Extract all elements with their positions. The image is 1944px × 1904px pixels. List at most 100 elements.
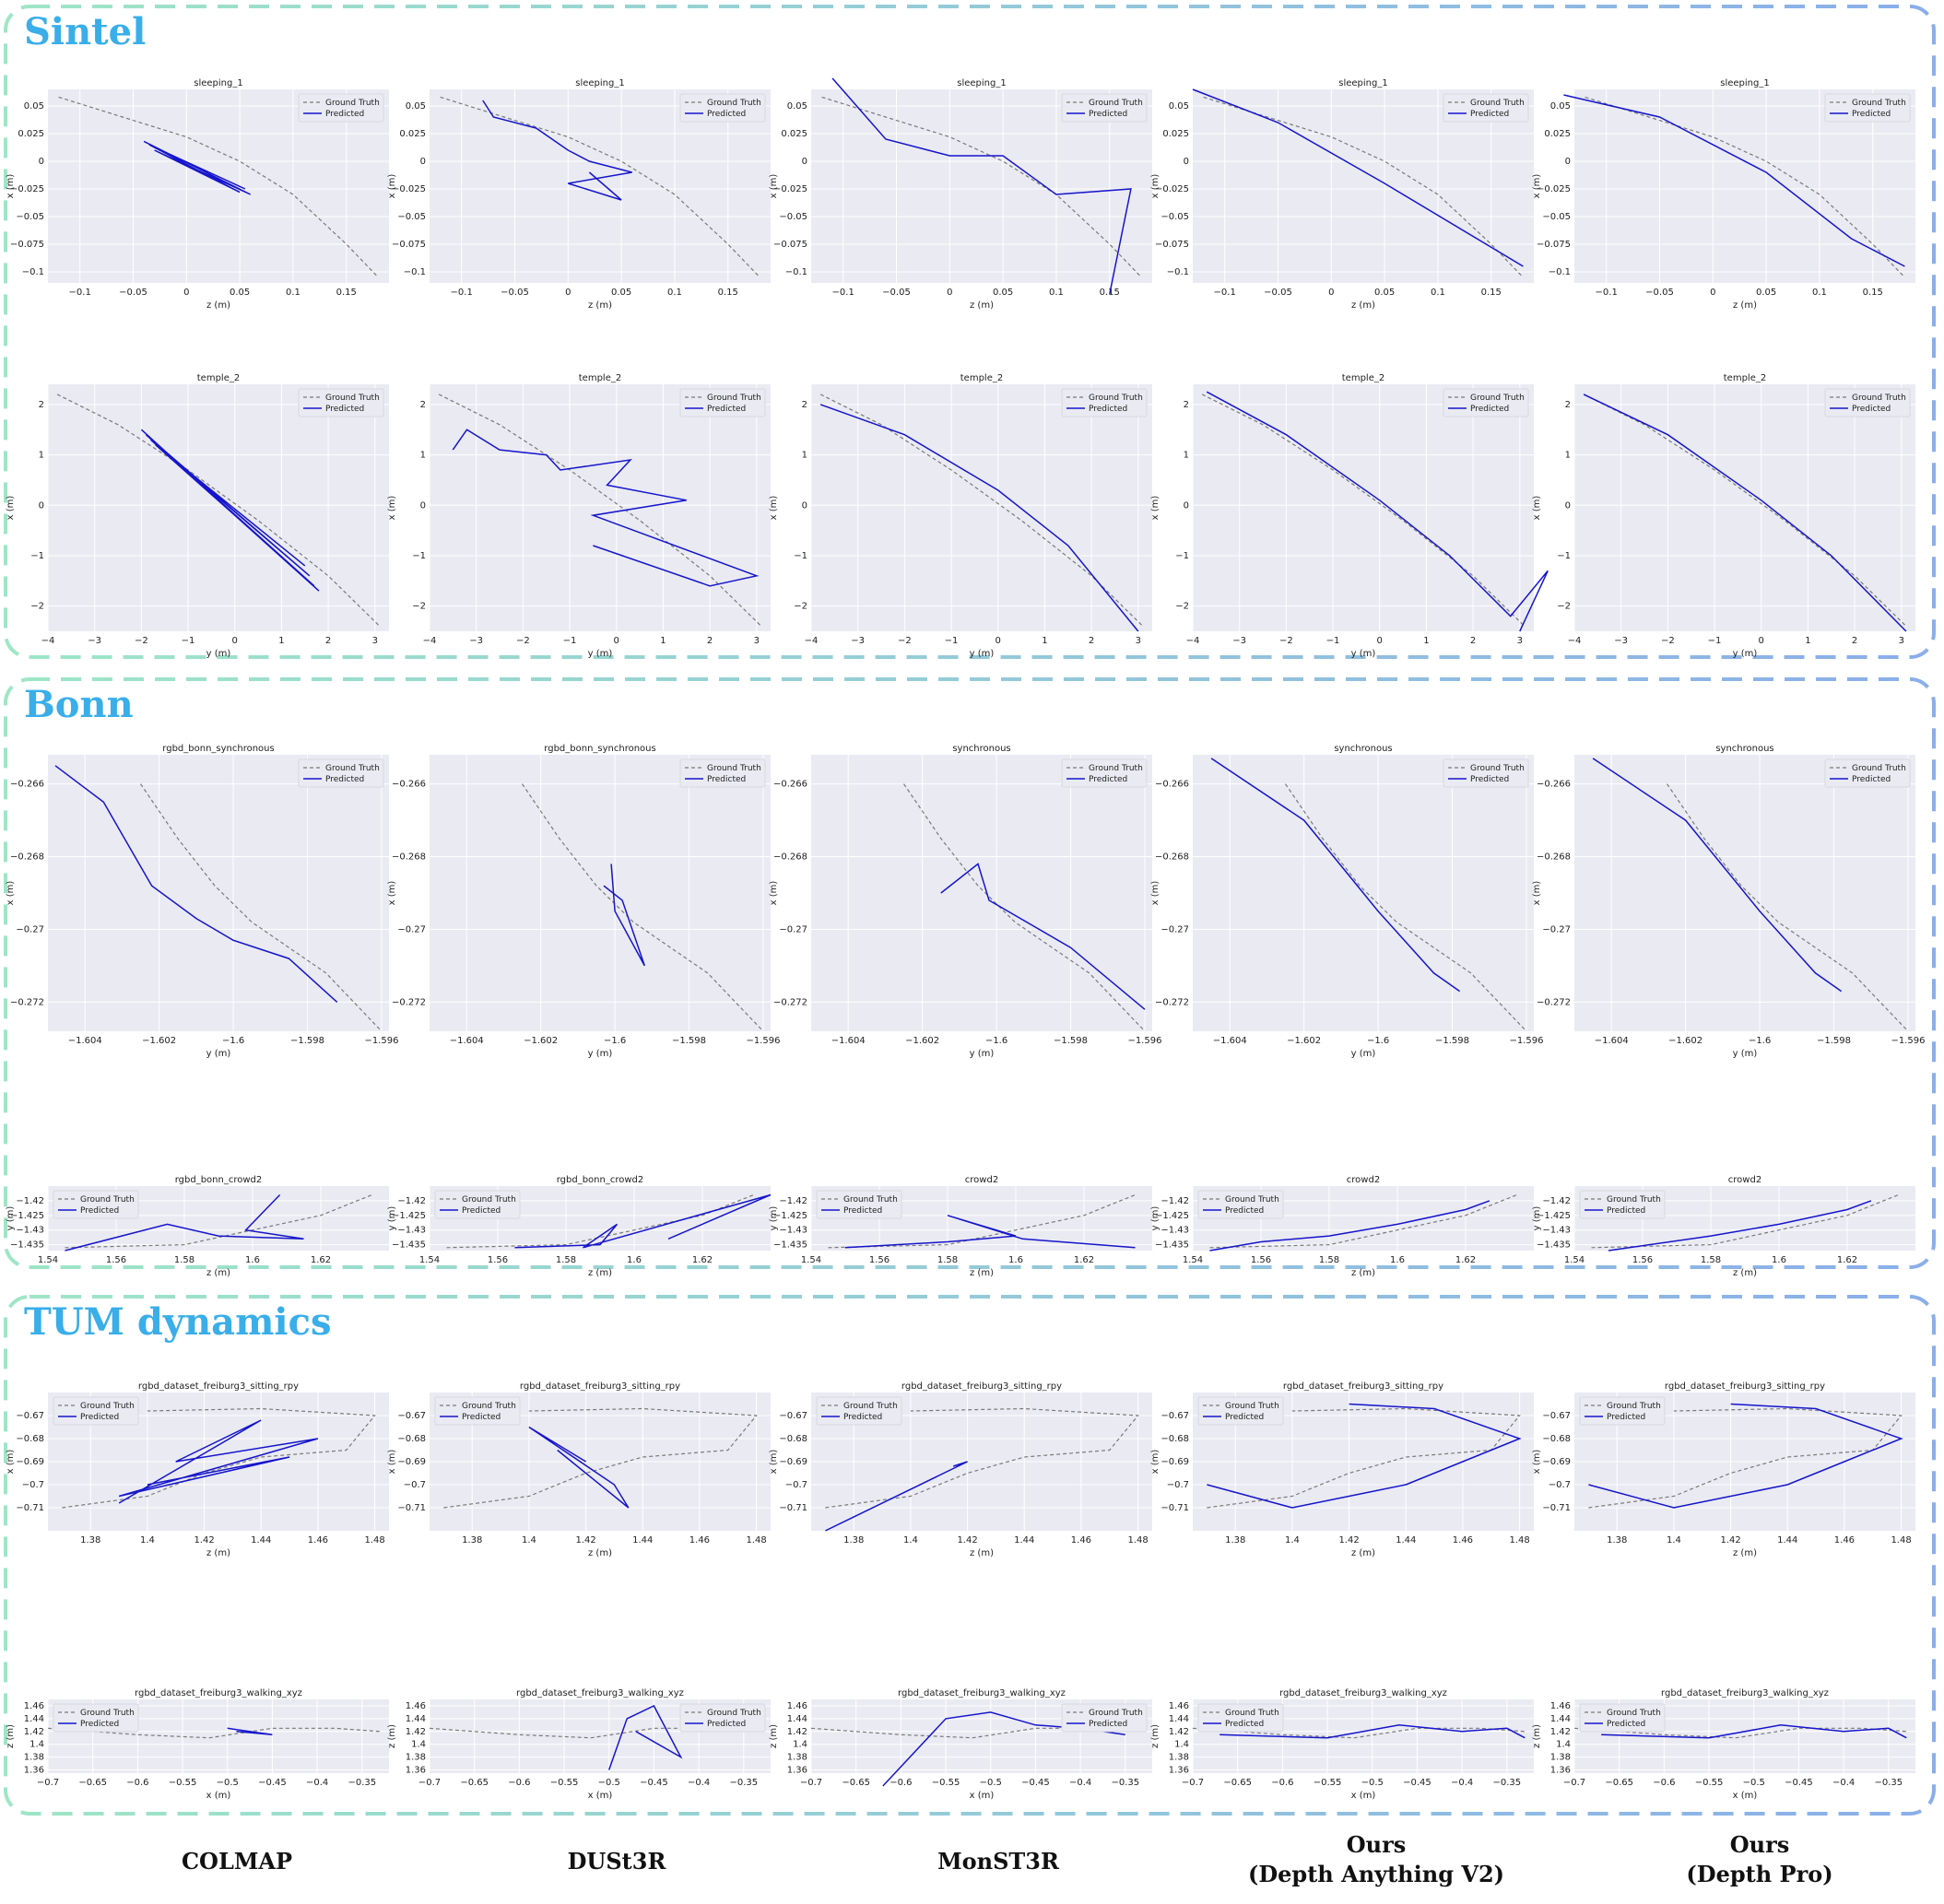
x-tick-label: −1 xyxy=(182,636,195,646)
y-tick-label: −0.67 xyxy=(1542,1411,1571,1421)
y-tick-label: 1.46 xyxy=(24,1701,44,1711)
x-tick-label: 1.54 xyxy=(801,1255,821,1265)
y-tick-label: −0.1 xyxy=(404,267,426,277)
x-tick-label: −0.5 xyxy=(980,1778,1002,1788)
method-label: Ours (Depth Anything V2) xyxy=(1247,1831,1505,1887)
x-tick-label: 1.44 xyxy=(1396,1535,1416,1546)
plot-svg: 1.38 1.4 1.42 1.44 1.46 1.48 −0.67 −0.68 −0.69 −0… xyxy=(6,1381,389,1558)
y-tick-label: −0.68 xyxy=(1161,1434,1189,1444)
y-tick-label: 1.36 xyxy=(1550,1766,1571,1776)
plot-svg: 1.54 1.56 1.58 1.6 1.62 −1.42 −1.425 −1.43 −1.43… xyxy=(6,1175,389,1278)
x-tick-label: 1.58 xyxy=(556,1255,576,1265)
y-axis-label: x (m) xyxy=(6,881,16,906)
plot-title: temple_2 xyxy=(1342,373,1384,383)
legend-gt-label: Ground Truth xyxy=(1225,1402,1279,1411)
y-tick-label: 2 xyxy=(1184,400,1189,410)
predicted-line xyxy=(1206,391,1549,632)
legend-box xyxy=(1197,1190,1284,1219)
legend: Ground Truth Predicted xyxy=(1824,758,1911,788)
plot-svg: 1.54 1.56 1.58 1.6 1.62 −1.42 −1.425 −1.43 −1.43… xyxy=(1150,1175,1534,1278)
legend-box xyxy=(1061,758,1148,788)
x-axis-label: x (m) xyxy=(1351,1791,1376,1801)
y-tick-label: 1 xyxy=(1565,451,1571,461)
y-tick-label: −0.1 xyxy=(22,267,44,277)
y-tick-label: 0.05 xyxy=(406,101,426,112)
legend-pred-label: Predicted xyxy=(1225,1413,1264,1422)
y-tick-label: −0.05 xyxy=(16,212,44,222)
x-tick-label: 0.1 xyxy=(1812,288,1827,298)
x-axis-label: y (m) xyxy=(206,649,231,659)
x-tick-label: 0 xyxy=(565,288,571,298)
x-tick-label: −0.65 xyxy=(1223,1778,1252,1788)
x-tick-label: 1.44 xyxy=(251,1535,271,1546)
x-tick-label: 0 xyxy=(614,636,619,646)
y-tick-label: 1.38 xyxy=(406,1753,426,1763)
x-tick-label: 0 xyxy=(1759,636,1764,646)
plot-title: sleeping_1 xyxy=(194,78,242,88)
y-tick-label: −1.435 xyxy=(773,1240,807,1251)
x-tick-label: 0.1 xyxy=(667,288,682,298)
trajectory-plot: 1.38 1.4 1.42 1.44 1.46 1.48 −0.67 −0.68 −0.69 −0… xyxy=(769,1380,1152,1566)
x-tick-label: −1.604 xyxy=(450,1036,484,1046)
legend-box xyxy=(298,93,384,123)
legend-gt-label: Ground Truth xyxy=(1607,1709,1661,1718)
section-frame xyxy=(4,677,1936,1269)
y-tick-label: 1.4 xyxy=(793,1740,807,1750)
predicted-line xyxy=(452,429,760,587)
y-tick-label: 1 xyxy=(420,451,426,461)
y-tick-label: 1.36 xyxy=(1169,1766,1189,1776)
x-tick-label: 1.56 xyxy=(869,1255,890,1265)
legend-gt-label: Ground Truth xyxy=(1607,1195,1661,1205)
x-tick-label: −1.604 xyxy=(831,1036,866,1046)
x-tick-label: 1.56 xyxy=(106,1255,126,1265)
y-tick-label: −1.435 xyxy=(1155,1240,1189,1251)
y-tick-label: −0.71 xyxy=(1161,1503,1189,1513)
legend-pred-label: Predicted xyxy=(462,1413,501,1422)
x-tick-label: −2 xyxy=(1661,636,1675,646)
y-axis-label: x (m) xyxy=(387,496,397,521)
plot-title: temple_2 xyxy=(960,373,1003,383)
y-tick-label: 1.4 xyxy=(1556,1740,1571,1750)
x-tick-label: 0.05 xyxy=(1374,288,1395,298)
y-tick-label: −1.42 xyxy=(397,1196,426,1206)
trajectory-plot: 1.54 1.56 1.58 1.6 1.62 −1.42 −1.425 −1.43 −1.43… xyxy=(1532,1173,1915,1286)
x-tick-label: −0.1 xyxy=(1214,288,1236,298)
x-tick-label: −0.55 xyxy=(932,1778,960,1788)
plot-area xyxy=(811,384,1152,631)
legend-gt-label: Ground Truth xyxy=(843,1195,898,1205)
plot-title: crowd2 xyxy=(1728,1175,1761,1185)
legend-box xyxy=(298,758,384,788)
y-axis-label: x (m) xyxy=(1150,174,1161,199)
y-tick-label: 1.4 xyxy=(29,1740,44,1750)
plot-svg: −1.604 −1.602 −1.6 −1.598 −1.596 −0.266 −0.268… xyxy=(387,744,780,1059)
x-tick-label: −1.602 xyxy=(142,1036,176,1046)
legend-box xyxy=(1197,1703,1284,1733)
legend: Ground Truth Predicted xyxy=(1443,93,1529,123)
legend-box xyxy=(816,1396,902,1426)
x-tick-label: −0.6 xyxy=(1653,1778,1675,1788)
x-tick-label: 1.62 xyxy=(1455,1255,1476,1265)
y-tick-label: 0.05 xyxy=(1169,101,1189,112)
legend-pred-label: Predicted xyxy=(462,1206,501,1216)
y-axis-label: x (m) xyxy=(769,1450,779,1475)
y-tick-label: 1.38 xyxy=(1169,1753,1189,1763)
x-tick-label: 1.4 xyxy=(522,1535,536,1546)
y-tick-label: 0 xyxy=(420,500,426,511)
y-axis-label: x (m) xyxy=(1532,1450,1542,1475)
y-tick-label: 1.38 xyxy=(787,1753,807,1763)
legend: Ground Truth Predicted xyxy=(679,388,766,417)
method-label: MonST3R xyxy=(937,1848,1059,1875)
y-tick-label: −0.7 xyxy=(1549,1480,1571,1490)
x-tick-label: −1.596 xyxy=(364,1036,398,1046)
x-tick-label: −1.596 xyxy=(746,1036,780,1046)
predicted-line xyxy=(54,765,338,1003)
y-tick-label: 1.4 xyxy=(1174,1740,1189,1750)
y-tick-label: 1.44 xyxy=(1169,1714,1189,1724)
legend: Ground Truth Predicted xyxy=(816,1396,902,1426)
x-tick-label: −0.05 xyxy=(1264,288,1292,298)
plot-area xyxy=(811,755,1152,1031)
x-axis-label: z (m) xyxy=(1733,1268,1757,1278)
x-tick-label: −0.6 xyxy=(508,1778,530,1788)
x-axis-label: y (m) xyxy=(970,1049,995,1059)
plot-svg: 1.54 1.56 1.58 1.6 1.62 −1.42 −1.425 −1.43 −1.43… xyxy=(1532,1175,1915,1278)
